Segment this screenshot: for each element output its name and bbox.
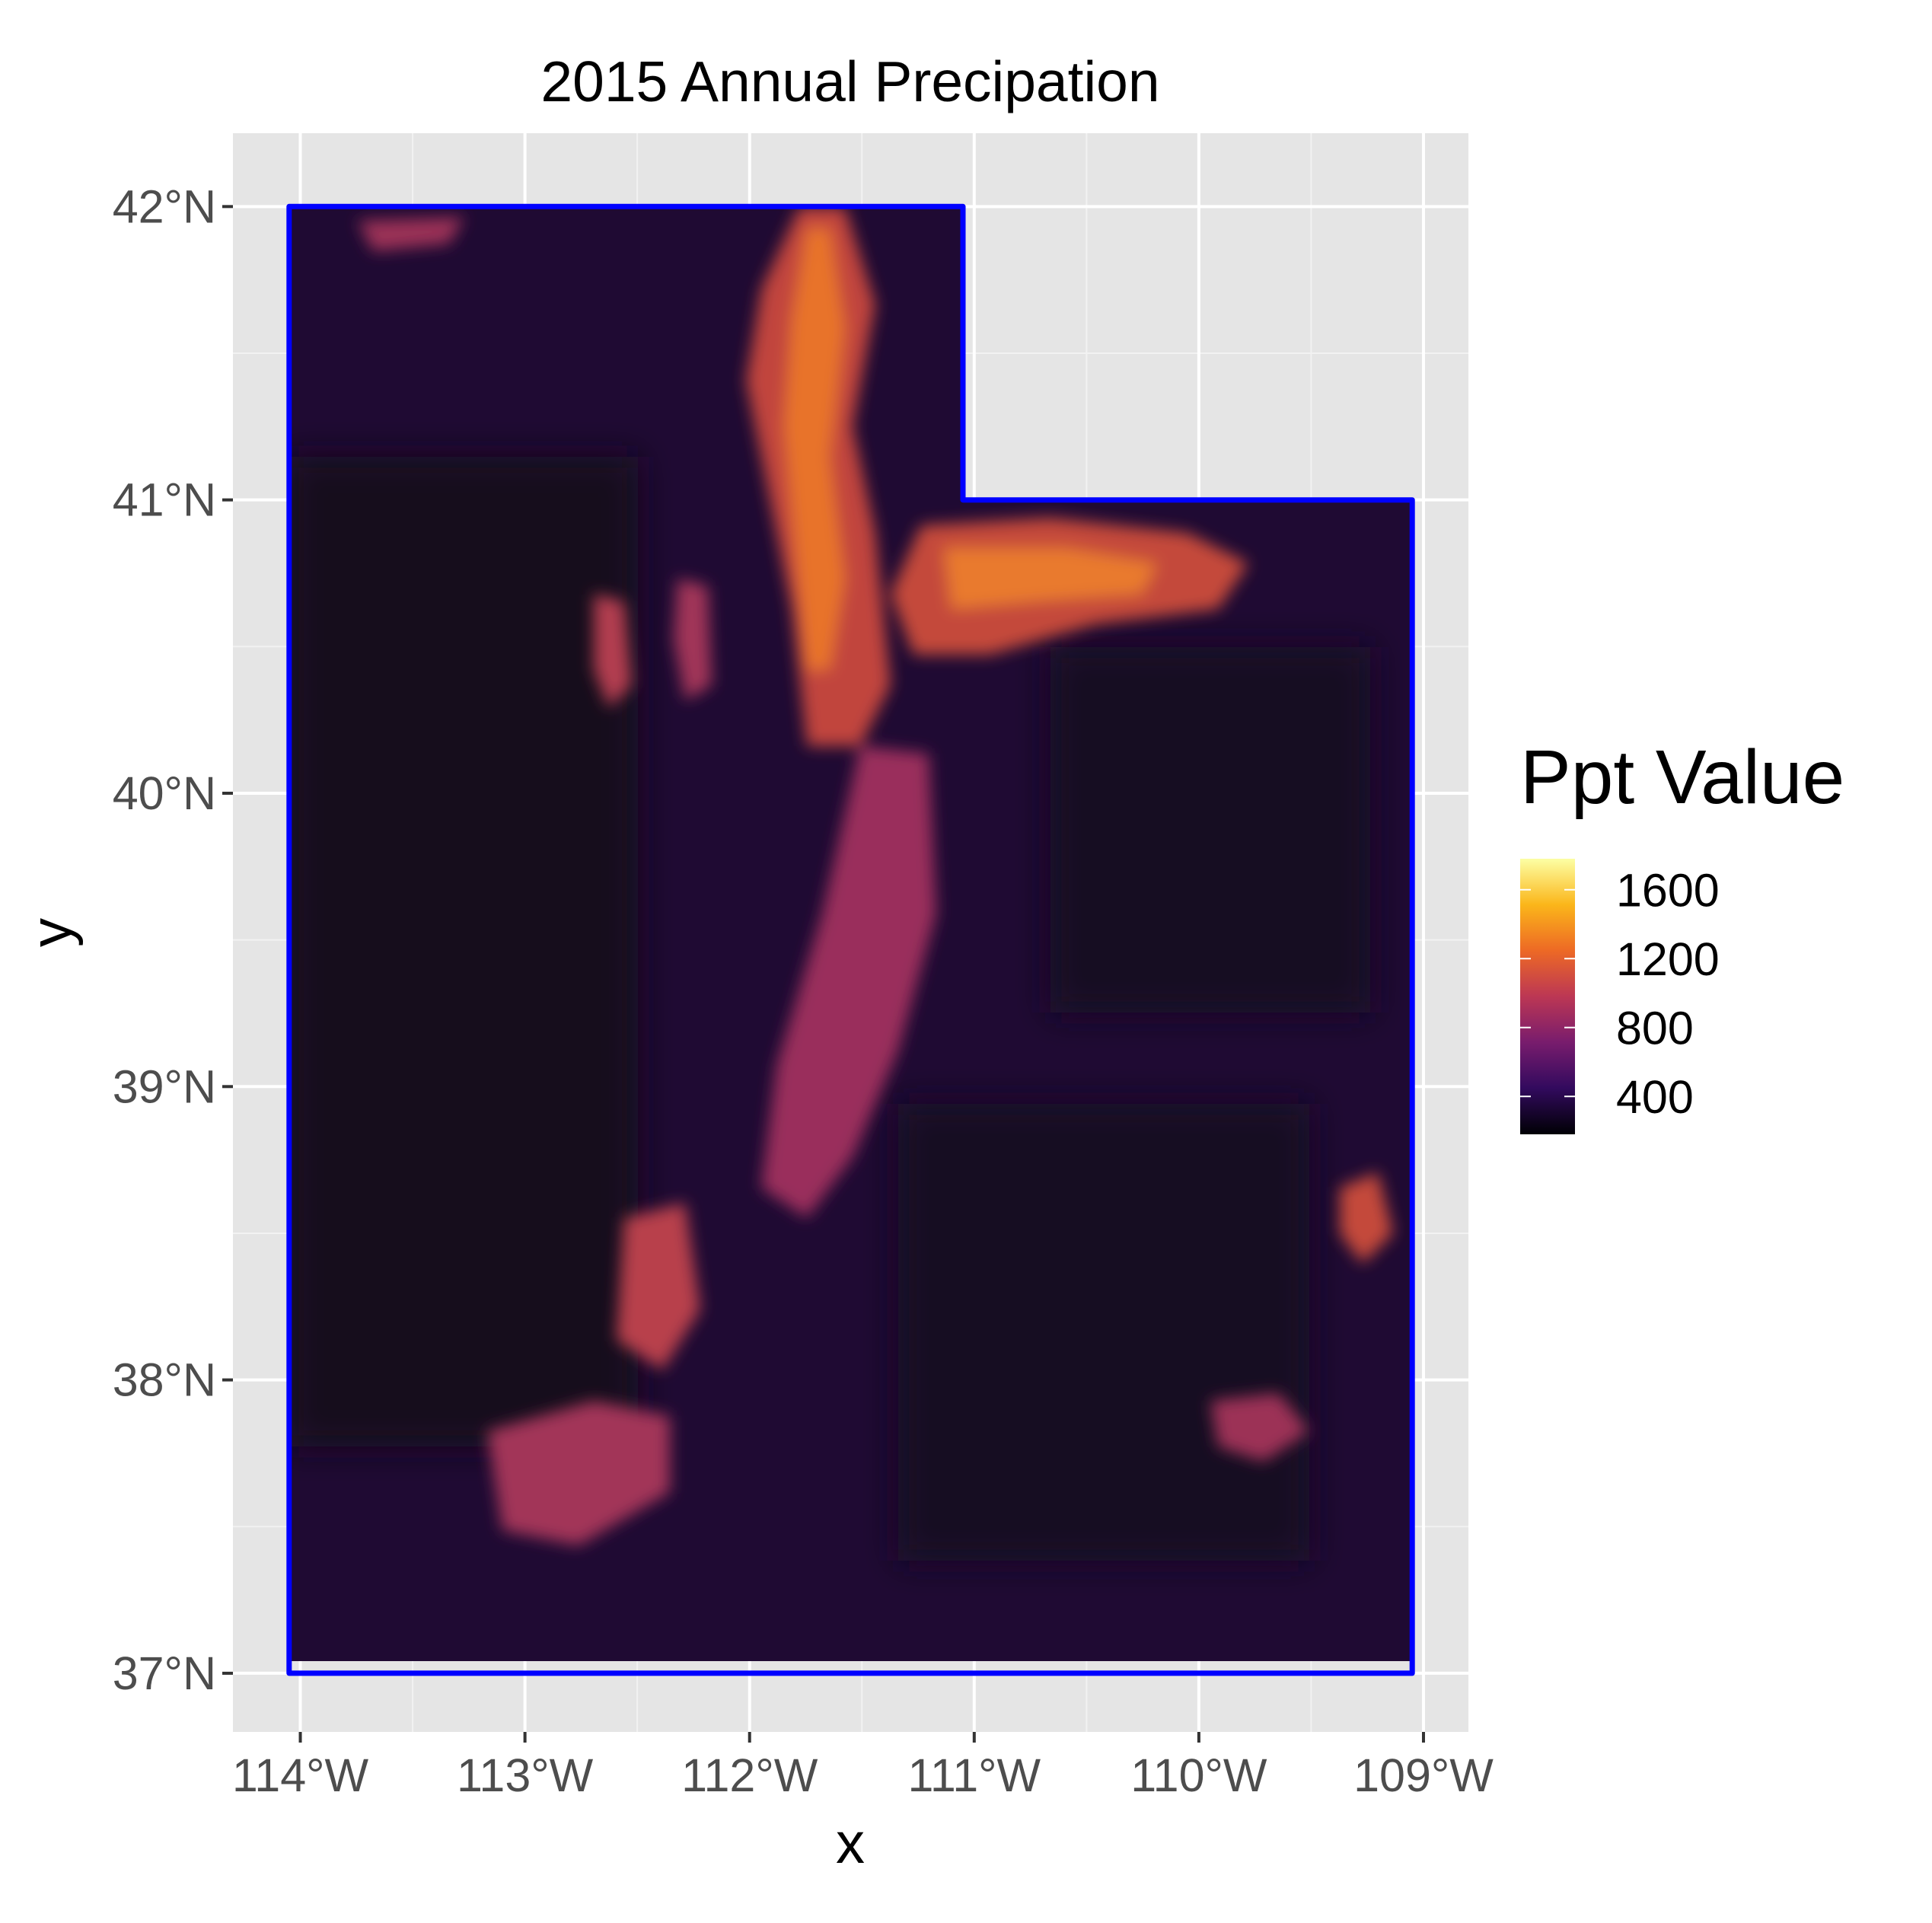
x-axis-title: x (836, 1811, 865, 1876)
y-tick-label: 38°N (113, 1354, 216, 1406)
y-axis-ticks: 42°N 41°N 40°N 39°N 38°N 37°N (113, 180, 233, 1699)
legend-label: 1200 (1616, 933, 1720, 985)
state-boundary (286, 203, 1415, 1676)
map-panel: 114°W 113°W 112°W 111°W 110°W 109°W 42°N41°N4… (113, 133, 1494, 1801)
raster-uinta-basin (1050, 647, 1370, 1013)
raster-markagunt (617, 1203, 700, 1370)
x-tick-label: 110°W (1130, 1749, 1267, 1801)
x-tick-label: 113°W (457, 1749, 594, 1801)
y-tick-label: 42°N (113, 180, 216, 232)
legend-colorbar (1520, 859, 1575, 1134)
raster-western-desert (289, 457, 638, 1446)
legend-title: Ppt Value (1520, 735, 1844, 820)
legend-label: 800 (1616, 1003, 1694, 1054)
legend-label: 1600 (1616, 865, 1720, 917)
legend-label: 400 (1616, 1071, 1694, 1123)
raster-la-sal (1340, 1172, 1393, 1264)
raster-deep-creek (358, 217, 464, 251)
raster-oquirrh (594, 594, 632, 708)
y-tick-label: 37°N (113, 1647, 216, 1699)
y-tick-label: 40°N (113, 767, 216, 819)
x-tick-label: 111°W (907, 1749, 1041, 1801)
y-tick-label: 39°N (113, 1060, 216, 1112)
x-tick-label: 112°W (681, 1749, 818, 1801)
x-tick-label: 109°W (1353, 1749, 1494, 1801)
raster-southwest-highlands (487, 1401, 670, 1545)
y-tick-label: 41°N (113, 474, 216, 526)
raster-abajo (1210, 1393, 1309, 1462)
legend-labels: 1600 1200 800 400 (1520, 865, 1720, 1123)
x-tick-label: 114°W (232, 1749, 369, 1801)
raster-stansbury (674, 579, 712, 700)
x-axis-ticks: 114°W 113°W 112°W 111°W 110°W 109°W (232, 1732, 1494, 1801)
legend: Ppt Value 1600 1200 800 400 (1520, 735, 1844, 1134)
map-title: 2015 Annual Precipation (540, 49, 1159, 113)
y-axis-title: y (19, 918, 84, 947)
raster-wasatch-core (784, 228, 845, 670)
raster-canyonlands (898, 1104, 1309, 1561)
raster-uinta-core (944, 548, 1157, 609)
raster-central-plateaus (761, 746, 936, 1218)
